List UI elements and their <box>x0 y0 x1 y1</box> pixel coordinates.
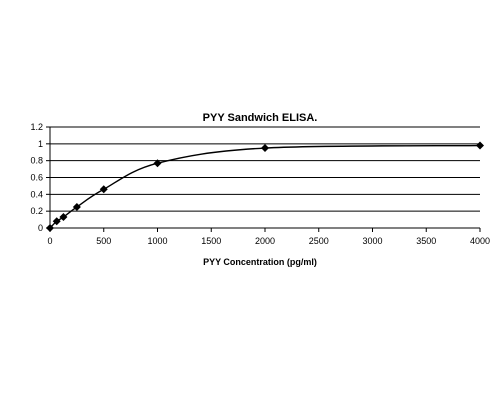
y-tick-label-5: 1 <box>38 139 43 149</box>
x-tick-label-5: 2500 <box>309 236 329 246</box>
x-tick-label-1: 500 <box>96 236 111 246</box>
y-axis-ticks: 0 0.2 0.4 0.6 0.8 1 1.2 <box>30 122 50 233</box>
series-group <box>46 141 484 232</box>
data-point-2 <box>59 213 68 222</box>
x-tick-label-3: 1500 <box>201 236 221 246</box>
x-tick-label-7: 3500 <box>416 236 436 246</box>
x-tick-label-2: 1000 <box>147 236 167 246</box>
y-tick-label-1: 0.2 <box>30 206 43 216</box>
y-tick-label-3: 0.6 <box>30 173 43 183</box>
data-point-6 <box>261 144 269 153</box>
x-axis-ticks: 0 500 1000 1500 2000 2500 3000 3500 4000 <box>47 228 490 246</box>
data-point-7 <box>476 141 484 150</box>
x-tick-label-6: 3000 <box>362 236 382 246</box>
x-tick-label-0: 0 <box>47 236 52 246</box>
data-point-4 <box>99 185 108 194</box>
x-axis-label: PYY Concentration (pg/ml) <box>203 257 317 267</box>
gridlines <box>50 126 480 212</box>
y-tick-label-0: 0 <box>38 223 43 233</box>
data-point-5 <box>153 159 162 168</box>
chart-title: PYY Sandwich ELISA. <box>203 112 318 124</box>
y-tick-label-2: 0.4 <box>30 189 43 199</box>
data-point-0 <box>46 224 54 232</box>
y-tick-label-4: 0.8 <box>30 156 43 166</box>
data-point-1 <box>52 217 61 226</box>
x-tick-label-8: 4000 <box>470 236 490 246</box>
y-tick-label-6: 1.2 <box>30 122 43 132</box>
x-tick-label-4: 2000 <box>255 236 275 246</box>
series-line-0 <box>49 144 481 229</box>
data-point-3 <box>72 202 81 211</box>
